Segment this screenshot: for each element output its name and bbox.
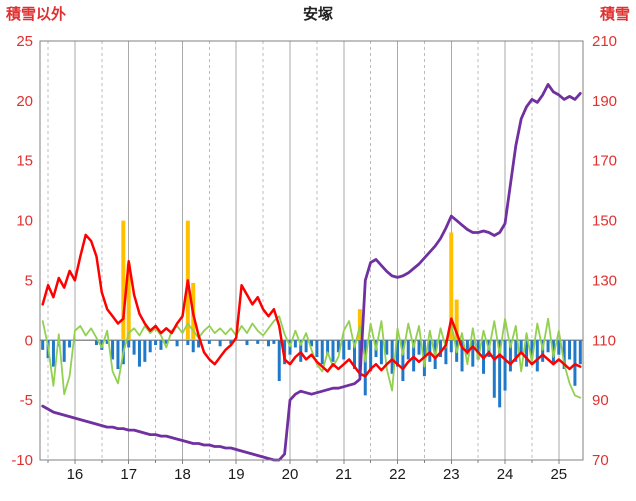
series-red-line	[41, 233, 582, 378]
axis-tick-label: 150	[592, 213, 617, 230]
axis-tick-label: 130	[592, 272, 617, 289]
axis-tick-label: -5	[20, 392, 33, 409]
axis-tick-label: 19	[228, 466, 245, 483]
right-axis-title: 積雪	[599, 6, 630, 23]
axis-tick-label: 0	[25, 332, 33, 349]
axis-tick-label: 23	[443, 466, 460, 483]
axis-tick-label: 21	[335, 466, 352, 483]
plot-border	[39, 40, 584, 461]
green-line	[41, 315, 582, 399]
axis-tick-label: 22	[389, 466, 406, 483]
axis-tick-label: 190	[592, 93, 617, 110]
axis-tick-label: 90	[592, 392, 609, 409]
x-axis-ticks	[47, 460, 560, 464]
red-line	[41, 233, 582, 378]
axis-tick-label: 110	[592, 332, 616, 349]
axis-tick-label: 210	[592, 33, 617, 50]
axis-tick-label: 20	[282, 466, 299, 483]
axis-tick-label: 25	[550, 466, 567, 483]
series-green-line	[41, 315, 582, 399]
purple-line-snow-depth	[41, 83, 582, 462]
axis-tick-label: 170	[592, 153, 617, 170]
chart-title: 安塚	[302, 6, 333, 23]
axis-tick-label: 17	[120, 466, 137, 483]
axis-tick-label: 25	[16, 33, 33, 50]
axis-tick-label: 16	[67, 466, 84, 483]
axis-tick-label: 20	[16, 93, 33, 110]
axis-tick-label: 18	[174, 466, 191, 483]
axis-tick-label: 15	[16, 153, 33, 170]
axis-tick-label: 70	[592, 452, 609, 469]
axis-labels: 25 20 15 10 5 0 -5 -10 210 190 170 150 130 110 90 70 16 1…	[11, 33, 617, 483]
axis-tick-label: 10	[16, 213, 33, 230]
gridlines	[40, 41, 583, 460]
axis-tick-label: 24	[497, 466, 514, 483]
series-purple-line-snow-depth	[41, 83, 582, 462]
axis-tick-label: 5	[25, 272, 33, 289]
axis-tick-label: -10	[11, 452, 33, 469]
left-axis-title: 積雪以外	[6, 6, 67, 23]
